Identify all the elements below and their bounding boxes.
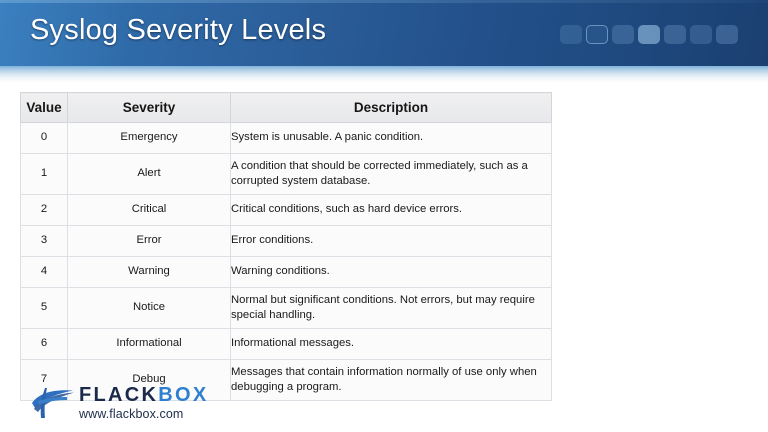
cell-value: 4 bbox=[20, 256, 68, 288]
header-square-4 bbox=[638, 25, 660, 44]
cell-severity: Critical bbox=[67, 194, 231, 226]
header-square-3 bbox=[612, 25, 634, 44]
table-header: Value Severity Description bbox=[20, 92, 552, 123]
table-row: 5 Notice Normal but significant conditions… bbox=[20, 287, 552, 329]
header-square-5 bbox=[664, 25, 686, 44]
cell-description: Informational messages. bbox=[230, 328, 552, 360]
footer-logo[interactable]: FLACKBOX www.flackbox.com bbox=[30, 385, 209, 421]
flackbox-swoosh-icon bbox=[32, 387, 74, 418]
column-header-severity: Severity bbox=[67, 92, 231, 123]
cell-description: Warning conditions. bbox=[230, 256, 552, 288]
cell-value: 2 bbox=[20, 194, 68, 226]
logo-word-box: BOX bbox=[158, 384, 209, 406]
header-square-1 bbox=[560, 25, 582, 44]
cell-value: 5 bbox=[20, 287, 68, 329]
cell-description: System is unusable. A panic condition. bbox=[230, 122, 552, 154]
cell-severity: Error bbox=[67, 225, 231, 257]
table-row: 3 Error Error conditions. bbox=[20, 225, 552, 257]
header-glow-divider bbox=[0, 66, 768, 82]
severity-table-container: Value Severity Description 0 Emergency Sys… bbox=[20, 92, 552, 401]
header-decoration-squares bbox=[560, 25, 738, 44]
cell-value: 0 bbox=[20, 122, 68, 154]
cell-value: 1 bbox=[20, 153, 68, 195]
table-row: 0 Emergency System is unusable. A panic co… bbox=[20, 122, 552, 154]
header-square-2 bbox=[586, 25, 608, 44]
cell-description: Error conditions. bbox=[230, 225, 552, 257]
cell-severity: Warning bbox=[67, 256, 231, 288]
header-square-7 bbox=[716, 25, 738, 44]
logo-word-flack: FLACK bbox=[79, 384, 159, 406]
cell-description: A condition that should be corrected imm… bbox=[230, 153, 552, 195]
cell-value: 3 bbox=[20, 225, 68, 257]
cell-description: Normal but significant conditions. Not e… bbox=[230, 287, 552, 329]
cell-description: Critical conditions, such as hard device… bbox=[230, 194, 552, 226]
logo-url: www.flackbox.com bbox=[79, 407, 184, 421]
cell-value: 6 bbox=[20, 328, 68, 360]
table-header-row: Value Severity Description bbox=[20, 92, 552, 123]
cell-severity: Emergency bbox=[67, 122, 231, 154]
cell-severity: Alert bbox=[67, 153, 231, 195]
table-row: 4 Warning Warning conditions. bbox=[20, 256, 552, 288]
column-header-value: Value bbox=[20, 92, 68, 123]
logo-wordmark: FLACKBOX bbox=[79, 385, 209, 405]
table-row: 6 Informational Informational messages. bbox=[20, 328, 552, 360]
logo-text-block: FLACKBOX www.flackbox.com bbox=[79, 385, 209, 421]
cell-description: Messages that contain information normal… bbox=[230, 359, 552, 401]
table-row: 7 Debug Messages that contain information … bbox=[20, 359, 552, 401]
table-row: 2 Critical Critical conditions, such as ha… bbox=[20, 194, 552, 226]
table-row: 1 Alert A condition that should be correct… bbox=[20, 153, 552, 195]
slide-header: Syslog Severity Levels bbox=[0, 0, 768, 66]
severity-table: Value Severity Description 0 Emergency Sys… bbox=[20, 92, 552, 401]
cell-severity: Informational bbox=[67, 328, 231, 360]
page-title: Syslog Severity Levels bbox=[30, 14, 327, 46]
table-body: 0 Emergency System is unusable. A panic co… bbox=[20, 122, 552, 401]
column-header-description: Description bbox=[230, 92, 552, 123]
cell-severity: Notice bbox=[67, 287, 231, 329]
header-square-6 bbox=[690, 25, 712, 44]
